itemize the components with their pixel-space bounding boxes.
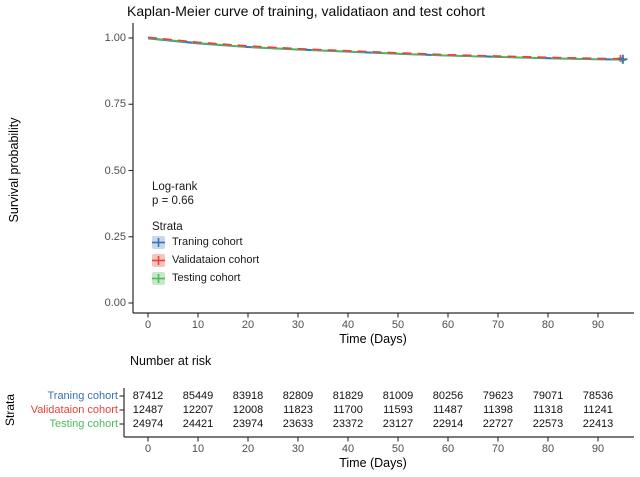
legend-entry-training: Traning cohort [152, 235, 243, 249]
x-tick-label: 30 [291, 319, 305, 331]
km-cross-icon [152, 253, 165, 267]
risk-row-label-training: Traning cohort [47, 390, 118, 402]
legend-title: Strata [152, 221, 183, 233]
legend-label: Testing cohort [172, 272, 241, 284]
y-tick-label: 0.75 [104, 98, 126, 111]
x-tick-label: 10 [191, 319, 205, 331]
risk-count: 78536 [582, 390, 614, 402]
x-tick-label: 70 [491, 319, 505, 331]
risk-x-tick-label: 30 [291, 443, 305, 455]
risk-count: 24974 [132, 418, 164, 430]
risk-count: 83918 [232, 390, 264, 402]
risk-x-tick-label: 80 [541, 443, 555, 455]
y-tick-label: 1.00 [104, 32, 126, 44]
risk-count: 11700 [333, 404, 363, 416]
risk-count: 79623 [482, 390, 514, 402]
risk-count: 85449 [182, 390, 214, 402]
risk-count: 22573 [532, 418, 564, 430]
y-tick-label: 0.25 [104, 230, 126, 243]
risk-count: 12487 [132, 404, 164, 416]
km-curve-2 [147, 37, 624, 61]
risk-count: 11318 [533, 404, 563, 416]
risk-count: 11593 [383, 404, 413, 416]
risk-count: 80256 [432, 390, 464, 402]
risk-count: 82809 [282, 390, 314, 402]
legend-label: Validataion cohort [172, 254, 260, 266]
risk-x-tick-label: 90 [591, 443, 605, 455]
x-tick-label: 60 [441, 319, 455, 331]
x-tick-label: 20 [241, 319, 255, 331]
risk-count: 12008 [232, 404, 264, 416]
logrank-label: Log-rank [152, 181, 198, 193]
x-tick-label: 90 [591, 319, 605, 331]
risk-count: 23633 [282, 418, 314, 430]
risk-x-tick-label: 0 [144, 443, 152, 455]
risk-row-label-validation: Validataion cohort [30, 404, 118, 416]
risk-count: 23974 [232, 418, 264, 430]
risk-x-tick-label: 70 [491, 443, 505, 455]
y-tick-label: 0.00 [104, 297, 126, 309]
x-tick-label: 80 [541, 319, 555, 331]
legend-entry-testing: Testing cohort [152, 271, 240, 285]
risk-count: 11823 [283, 404, 313, 416]
risk-count: 22727 [482, 418, 514, 430]
x-tick-label: 50 [391, 319, 405, 331]
legend-label: Traning cohort [172, 236, 243, 248]
risk-count: 81829 [332, 390, 364, 402]
x-tick-label: 40 [341, 319, 355, 331]
risk-count: 22413 [582, 418, 614, 430]
y-tick-label: 0.50 [104, 164, 126, 177]
risk-x-tick-label: 40 [341, 443, 355, 455]
risk-x-tick-label: 60 [441, 443, 455, 455]
risk-count: 23372 [332, 418, 364, 430]
risk-x-tick-label: 50 [391, 443, 405, 455]
risk-count: 87412 [132, 390, 164, 402]
risk-count: 11241 [583, 404, 613, 416]
chart-title: Kaplan-Meier curve of training, validati… [127, 3, 485, 19]
x-axis-title: Time (Days) [339, 332, 407, 346]
km-curve-0 [147, 37, 624, 61]
risk-count: 11487 [433, 404, 463, 416]
km-curve-overlay [147, 37, 624, 61]
km-curve-1 [147, 36, 624, 60]
y-axis-title: Survival probability [7, 117, 21, 223]
risk-row-label-testing: Testing cohort [49, 418, 118, 430]
risk-count: 12207 [182, 404, 214, 416]
risk-x-axis-title: Time (Days) [339, 456, 407, 470]
risk-count: 23127 [382, 418, 414, 430]
km-cross-icon [152, 235, 165, 249]
x-tick-label: 0 [144, 319, 152, 331]
risk-x-tick-label: 10 [191, 443, 205, 455]
km-cross-icon [152, 271, 165, 285]
legend-entry-validation: Validataion cohort [152, 253, 259, 267]
risk-count: 22914 [432, 418, 464, 430]
logrank-pvalue: p = 0.66 [152, 195, 194, 207]
risk-count: 79071 [532, 390, 564, 402]
risk-table-title: Number at risk [130, 354, 212, 368]
risk-x-tick-label: 20 [241, 443, 255, 455]
risk-count: 11398 [483, 404, 513, 416]
risk-count: 24421 [182, 418, 214, 430]
risk-count: 81009 [382, 390, 414, 402]
